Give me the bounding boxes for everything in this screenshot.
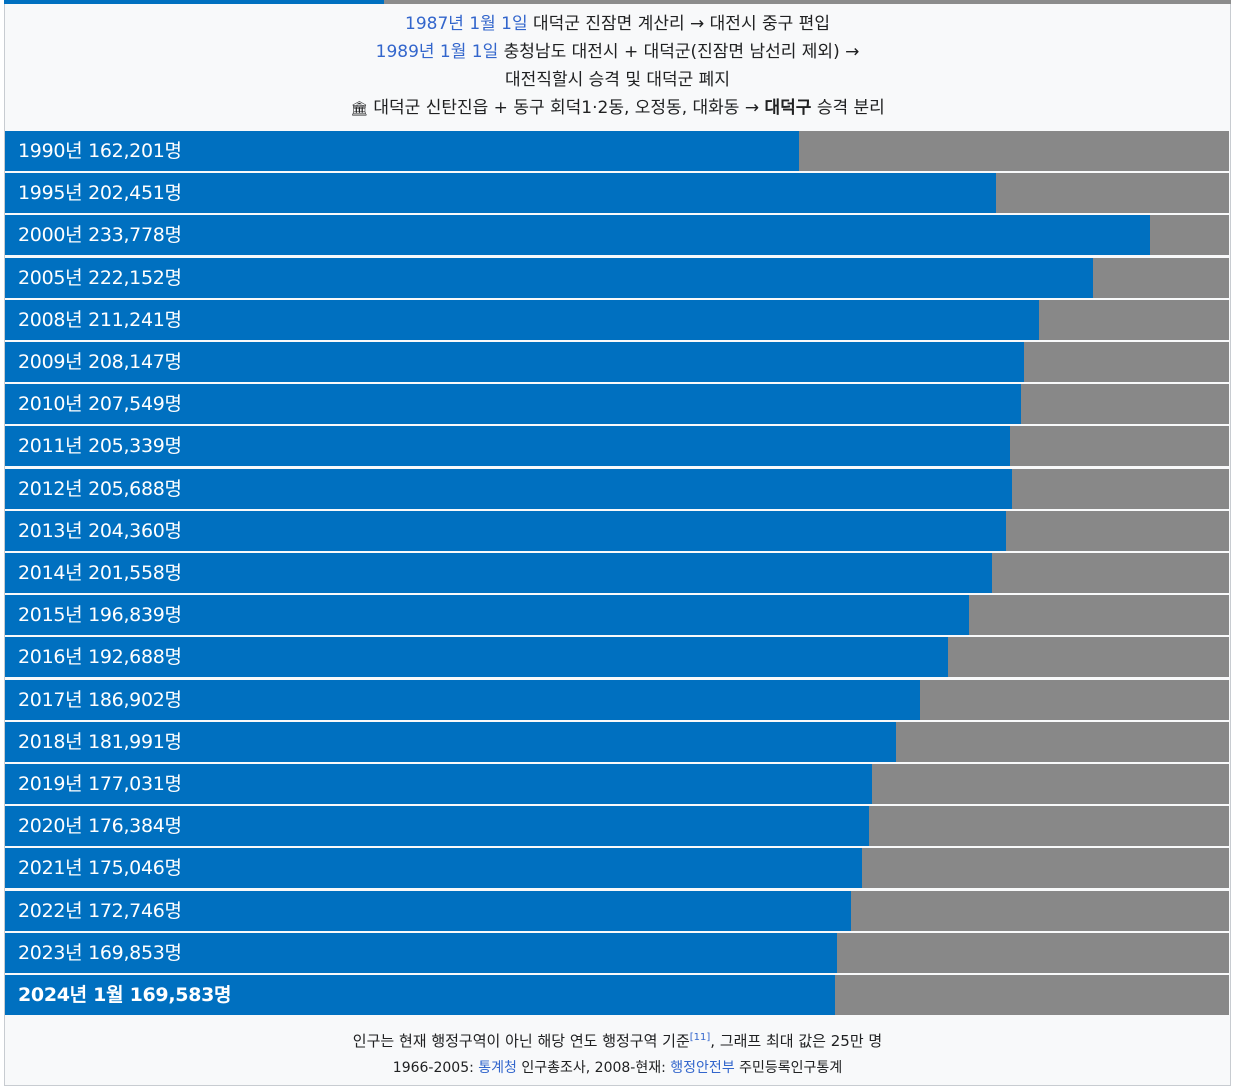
bar-data-label: 2010년 207,549명 (18, 393, 182, 416)
population-bar (5, 932, 837, 973)
government-building-icon: 🏛 (350, 101, 368, 117)
population-bar (5, 890, 851, 931)
bar-data-label: 2023년 169,853명 (18, 941, 182, 964)
chart-row: 2022년 172,746명 (5, 890, 1229, 931)
chart-row: 2010년 207,549명 (5, 384, 1229, 425)
header-line-1-text: 대덕군 진잠면 계산리 → 대전시 중구 편입 (533, 14, 830, 34)
bar-data-label: 2020년 176,384명 (18, 815, 182, 838)
footer-note-text-b: , 그래프 최대 값은 25만 명 (710, 1032, 883, 1050)
source-period-2: 인구총조사, 2008-현재: (521, 1060, 666, 1076)
header-line-4: 🏛 대덕군 신탄진읍 + 동구 회덕1·2동, 오정동, 대화동 → 대덕구 승… (4, 94, 1231, 123)
population-bar (5, 721, 897, 762)
footer-source: 1966-2005: 통계청 인구총조사, 2008-현재: 행정안전부 주민등… (4, 1055, 1231, 1081)
chart-row: 2013년 204,360명 (5, 510, 1229, 551)
header-line-3: 대전직할시 승격 및 대덕군 폐지 (505, 70, 730, 90)
chart-row: 1995년 202,451명 (5, 173, 1229, 214)
population-bar (5, 553, 992, 593)
bar-data-label: 1995년 202,451명 (18, 182, 182, 205)
bar-data-label: 2000년 233,778명 (18, 224, 182, 247)
bar-data-label: 2012년 205,688명 (18, 477, 182, 500)
chart-row: 2023년 169,853명 (5, 932, 1229, 973)
population-bar (5, 131, 800, 171)
header-line-4-text-a: 대덕군 신탄진읍 + 동구 회덕1·2동, 오정동, 대화동 → (373, 98, 760, 118)
chart-row: 2009년 208,147명 (5, 342, 1229, 382)
chart-row: 2017년 186,902명 (5, 679, 1229, 720)
population-bar (5, 342, 1025, 382)
chart-row: 2020년 176,384명 (5, 806, 1229, 847)
bar-data-label: 2009년 208,147명 (18, 351, 182, 373)
bar-data-label: 2018년 181,991명 (18, 730, 182, 753)
header-line-2-text: 충청남도 대전시 + 대덕군(진잠면 남선리 제외) → (503, 42, 860, 62)
chart-row: 2005년 222,152명 (5, 257, 1229, 298)
header-line-4-bold: 대덕구 (764, 98, 812, 118)
top-progress-bar (4, 0, 1231, 4)
bar-data-label: 2016년 192,688명 (18, 646, 182, 669)
population-bar (5, 764, 872, 804)
top-progress-fill (4, 0, 385, 4)
source-link-ministry-interior[interactable]: 행정안전부 (670, 1060, 735, 1076)
population-bar (5, 975, 836, 1015)
bar-data-label: 2022년 172,746명 (18, 899, 182, 922)
population-bar (5, 679, 921, 720)
chart-row: 2012년 205,688명 (5, 468, 1229, 509)
chart-row: 2000년 233,778명 (5, 215, 1229, 256)
chart-row: 2011년 205,339명 (5, 426, 1229, 467)
population-bar (5, 595, 969, 636)
footnote-ref-11[interactable]: [11] (689, 1032, 711, 1043)
population-bar (5, 468, 1013, 509)
chart-row: 1990년 162,201명 (5, 131, 1229, 171)
source-link-statistics-korea[interactable]: 통계청 (478, 1060, 517, 1076)
header-line-1: 1987년 1월 1일 대덕군 진잠면 계산리 → 대전시 중구 편입 (4, 10, 1231, 38)
bar-data-label: 2017년 186,902명 (18, 688, 182, 711)
bar-data-label: 2008년 211,241명 (18, 308, 182, 331)
population-bar (5, 173, 997, 214)
source-registration-stats: 주민등록인구통계 (739, 1060, 843, 1076)
population-bar (5, 848, 863, 889)
bar-data-label: 2014년 201,558명 (18, 562, 182, 584)
chart-row: 2021년 175,046명 (5, 848, 1229, 889)
population-bar (5, 806, 869, 847)
population-bar (5, 384, 1022, 425)
bar-data-label: 2015년 196,839명 (18, 604, 182, 627)
source-period-1: 1966-2005: (392, 1060, 474, 1076)
bar-data-label: 2011년 205,339명 (18, 435, 182, 458)
bar-data-label: 2024년 1월 169,583명 (18, 984, 232, 1006)
date-link-1989[interactable]: 1989년 1월 1일 (375, 42, 499, 62)
bar-data-label: 2013년 204,360명 (18, 519, 182, 542)
population-bar (5, 215, 1150, 256)
date-link-1987[interactable]: 1987년 1월 1일 (405, 14, 528, 34)
footer-note: 인구는 현재 행정구역이 아닌 해당 연도 행정구역 기준[11], 그래프 최… (4, 1025, 1231, 1054)
chart-row: 2016년 192,688명 (5, 637, 1229, 678)
chart-row: 2019년 177,031명 (5, 764, 1229, 804)
chart-row: 2015년 196,839명 (5, 595, 1229, 636)
bar-data-label: 2021년 175,046명 (18, 857, 182, 880)
chart-row: 2018년 181,991명 (5, 721, 1229, 762)
population-bar (5, 510, 1006, 551)
population-bar (5, 299, 1040, 340)
header-line-4-text-b: 승격 분리 (816, 98, 885, 118)
chart-header: 1987년 1월 1일 대덕군 진잠면 계산리 → 대전시 중구 편입 1989… (4, 10, 1231, 123)
population-bar (5, 257, 1093, 298)
footer-note-text: 인구는 현재 행정구역이 아닌 해당 연도 행정구역 기준 (352, 1032, 690, 1050)
bar-data-label: 1990년 162,201명 (18, 140, 182, 162)
population-bar (5, 426, 1011, 467)
population-bar (5, 637, 949, 678)
chart-row: 2008년 211,241명 (5, 299, 1229, 340)
chart-row: 2014년 201,558명 (5, 553, 1229, 593)
header-line-2: 1989년 1월 1일 충청남도 대전시 + 대덕군(진잠면 남선리 제외) → (4, 38, 1231, 66)
chart-row: 2024년 1월 169,583명 (5, 975, 1229, 1015)
bar-data-label: 2005년 222,152명 (18, 266, 182, 289)
bar-data-label: 2019년 177,031명 (18, 773, 182, 795)
